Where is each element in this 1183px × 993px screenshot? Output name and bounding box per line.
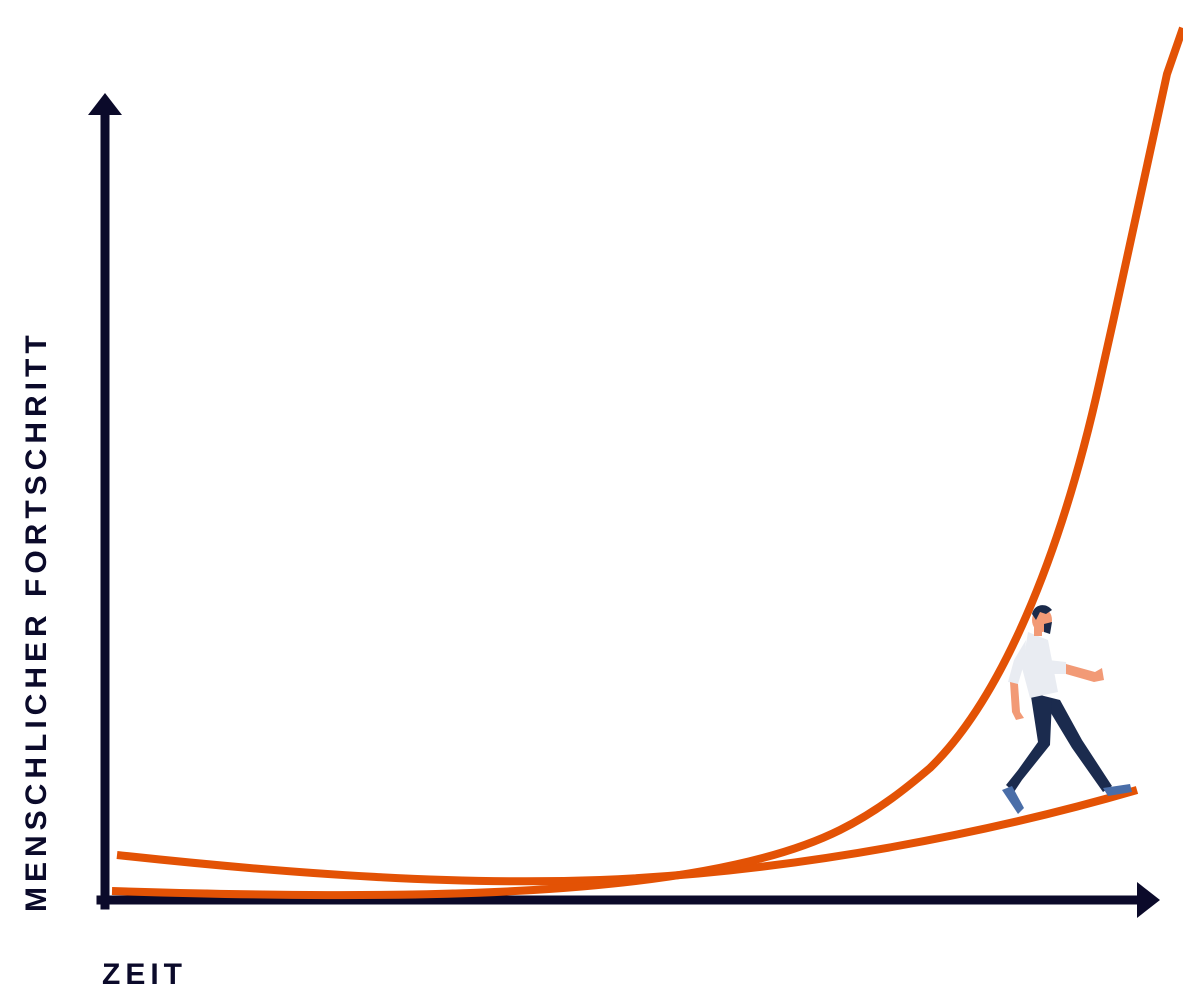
x-axis-label: ZEIT: [102, 958, 187, 991]
x-axis-arrowhead: [1137, 882, 1160, 918]
y-axis-label: MENSCHLICHER FORTSCHRITT: [20, 330, 53, 912]
y-axis: [88, 93, 122, 910]
curve-linear-expectation: [116, 786, 1139, 886]
walking-man-icon: [1002, 605, 1132, 814]
y-axis-arrowhead: [88, 93, 122, 115]
x-axis: [96, 882, 1160, 918]
curve-exponential: [111, 26, 1183, 900]
